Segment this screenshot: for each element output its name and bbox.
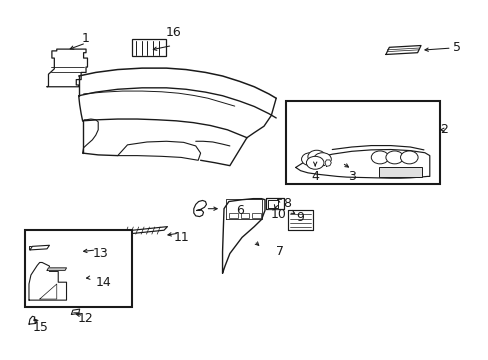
Bar <box>240 213 249 218</box>
Text: 7: 7 <box>276 245 284 258</box>
Text: 1: 1 <box>82 32 90 45</box>
Circle shape <box>307 150 325 163</box>
Polygon shape <box>122 226 167 234</box>
Polygon shape <box>30 245 49 250</box>
Text: 8: 8 <box>283 197 291 210</box>
Text: 2: 2 <box>440 123 447 136</box>
Bar <box>252 213 261 218</box>
Circle shape <box>370 151 388 164</box>
Polygon shape <box>222 199 264 273</box>
Text: 5: 5 <box>452 41 460 54</box>
Text: 12: 12 <box>78 311 94 325</box>
Text: 6: 6 <box>235 204 243 217</box>
Polygon shape <box>193 201 206 217</box>
Text: 10: 10 <box>270 208 286 221</box>
Bar <box>132 39 166 56</box>
Text: 4: 4 <box>311 170 319 183</box>
Polygon shape <box>29 316 37 324</box>
Polygon shape <box>295 149 429 178</box>
Bar <box>285 101 439 184</box>
Bar <box>25 230 132 307</box>
Circle shape <box>313 153 330 166</box>
Text: 13: 13 <box>93 247 108 260</box>
Text: 3: 3 <box>347 170 355 183</box>
Polygon shape <box>71 309 80 315</box>
Circle shape <box>385 151 403 164</box>
Polygon shape <box>385 45 420 54</box>
Polygon shape <box>118 141 200 160</box>
Text: 16: 16 <box>165 27 182 40</box>
Circle shape <box>306 156 324 169</box>
Polygon shape <box>29 262 66 300</box>
Text: 14: 14 <box>95 276 111 289</box>
Text: 15: 15 <box>33 320 48 333</box>
Polygon shape <box>47 268 66 270</box>
Circle shape <box>301 153 319 166</box>
Bar <box>378 167 422 177</box>
Polygon shape <box>47 49 87 87</box>
Text: 11: 11 <box>173 231 188 244</box>
Polygon shape <box>325 160 330 166</box>
Circle shape <box>400 151 417 164</box>
Polygon shape <box>267 200 277 208</box>
Bar <box>228 213 237 218</box>
Text: 9: 9 <box>296 211 304 224</box>
Polygon shape <box>288 211 312 230</box>
